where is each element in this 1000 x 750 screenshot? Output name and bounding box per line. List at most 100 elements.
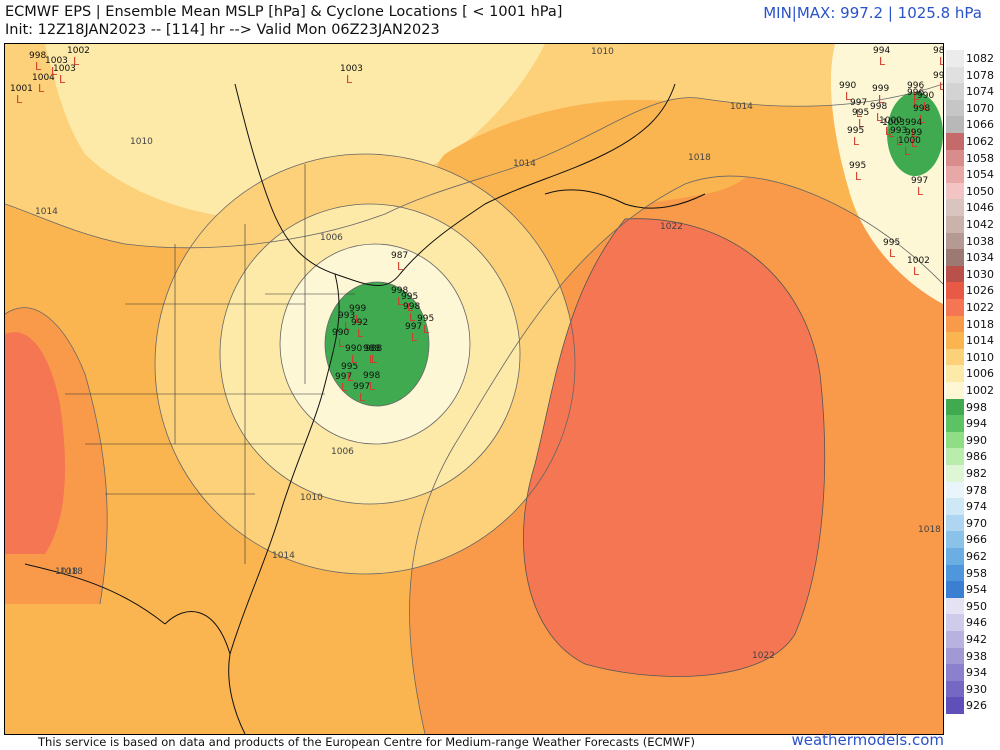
cyclone-low-icon: L	[896, 135, 903, 148]
legend-swatch	[946, 315, 964, 333]
legend-row: 974	[946, 498, 1000, 516]
cyclone-pressure-label: 995	[847, 126, 864, 136]
legend-swatch	[946, 182, 964, 200]
cyclone-pressure-label: 997	[405, 322, 422, 332]
legend-label: 1038	[966, 234, 994, 248]
cyclone-low-icon: L	[397, 295, 404, 308]
cyclone-low-icon: L	[35, 60, 42, 73]
cyclone-low-icon: L	[939, 55, 943, 68]
cyclone-low-icon: L	[845, 90, 852, 103]
isobar-lines	[5, 83, 943, 734]
cyclone-low-icon: L	[923, 100, 930, 113]
legend-label: 962	[966, 550, 987, 563]
cyclone-low-icon: L	[351, 353, 358, 366]
cyclone-low-icon: L	[913, 265, 920, 278]
legend-label: 974	[966, 500, 987, 514]
cyclone-low-icon: L	[919, 113, 926, 126]
cyclone-low-icon: L	[879, 55, 886, 68]
legend-swatch	[946, 133, 964, 150]
cyclone-low-icon: L	[338, 337, 345, 350]
legend-label: 1034	[966, 251, 994, 265]
legend-label: 1022	[966, 301, 994, 314]
cyclone-pressure-label: 998	[913, 104, 930, 114]
map-title: ECMWF EPS | Ensemble Mean MSLP [hPa] & C…	[5, 4, 563, 20]
legend-label: 1018	[966, 317, 994, 331]
brand-link[interactable]: weathermodels.com	[791, 731, 944, 749]
legend-label: 1050	[966, 184, 994, 198]
isobar-label-layer: 1010 1014 1018 1022 1006 1014 1010 1014 …	[5, 44, 941, 661]
legend-swatch	[946, 166, 964, 184]
cyclone-low-icon: L	[878, 93, 885, 106]
cyclone-pressure-label: 1002	[67, 46, 90, 56]
cyclone-low-icon: L	[904, 145, 911, 158]
cyclone-low-icon: L	[858, 117, 865, 130]
legend-swatch	[946, 232, 964, 250]
legend-row: 1030	[946, 265, 1000, 283]
cyclone-pressure-label: 1003	[882, 118, 905, 128]
legend-row: 970	[946, 514, 1000, 532]
legend-row: 930	[946, 680, 1000, 698]
legend-swatch	[946, 382, 964, 399]
legend-label: 934	[966, 666, 987, 680]
legend-label: 1054	[966, 168, 994, 182]
legend-row: 946	[946, 614, 1000, 632]
pressure-legend: 1082 1078 1074 1070 1066 1062 1058 1054 1050 1046…	[946, 50, 1000, 732]
cyclone-pressure-label: 999	[872, 84, 889, 94]
legend-row: 1014	[946, 332, 1000, 350]
legend-label: 1042	[966, 218, 994, 231]
cyclone-pressure-label: 992	[351, 318, 368, 328]
field-998-low	[325, 282, 429, 406]
cyclone-low-icon: L	[888, 127, 895, 140]
legend-row: 1054	[946, 166, 1000, 184]
cyclone-low-icon: L	[911, 137, 918, 150]
legend-label: 1046	[966, 201, 994, 215]
cyclone-low-icon: L	[917, 185, 924, 198]
isobar-label: 1010	[591, 47, 614, 57]
cyclone-pressure-label: 995	[852, 108, 869, 118]
legend-swatch	[946, 149, 964, 167]
legend-swatch	[946, 99, 964, 117]
cyclone-pressure-label: 998	[403, 302, 420, 312]
legend-label: 1062	[966, 135, 994, 148]
isobar-label: 1014	[272, 551, 295, 561]
legend-swatch	[946, 647, 964, 665]
field-1014-ne	[437, 99, 762, 210]
cyclone-low-icon: L	[939, 80, 943, 93]
legend-row: 942	[946, 631, 1000, 648]
cyclone-pressure-label: 981	[933, 46, 943, 56]
cyclone-low-icon: L	[347, 371, 354, 384]
cyclone-pressure-label: 994	[873, 46, 890, 56]
legend-label: 1010	[966, 350, 994, 364]
legend-row: 1066	[946, 116, 1000, 134]
isobar-label: 1018	[918, 525, 941, 535]
legend-swatch	[946, 431, 964, 449]
footer-disclaimer: This service is based on data and produc…	[38, 735, 695, 749]
isobar-label: 1014	[35, 207, 58, 217]
legend-row: 1074	[946, 83, 1000, 101]
cyclone-pressure-label: 1000	[898, 136, 921, 146]
legend-swatch	[946, 448, 964, 466]
isobar-label: 1014	[513, 159, 536, 169]
cyclone-pressure-label: 995	[341, 362, 358, 372]
legend-label: 1002	[966, 384, 994, 397]
map-canvas: 1010 1014 1018 1022 1006 1014 1010 1014 …	[5, 44, 943, 734]
legend-row: 994	[946, 415, 1000, 433]
cyclone-low-icon: L	[369, 380, 376, 393]
legend-label: 946	[966, 616, 987, 630]
legend-swatch	[946, 199, 964, 217]
cyclone-pressure-label: 1003	[340, 64, 363, 74]
legend-label: 1066	[966, 118, 994, 132]
legend-row: 1078	[946, 66, 1000, 84]
legend-row: 934	[946, 664, 1000, 682]
legend-row: 938	[946, 647, 1000, 665]
legend-row: 998	[946, 398, 1000, 416]
isobar-label: 1014	[5, 44, 28, 47]
cyclone-pressure-label: 1000	[879, 116, 902, 126]
field-1022-west	[5, 332, 65, 554]
cyclone-pressure-label: 995	[417, 314, 434, 324]
legend-label: 990	[966, 433, 987, 447]
cyclone-pressure-label: 1003	[45, 56, 68, 66]
legend-row: 990	[946, 431, 1000, 449]
legend-swatch	[946, 581, 964, 599]
legend-label: 930	[966, 682, 987, 696]
